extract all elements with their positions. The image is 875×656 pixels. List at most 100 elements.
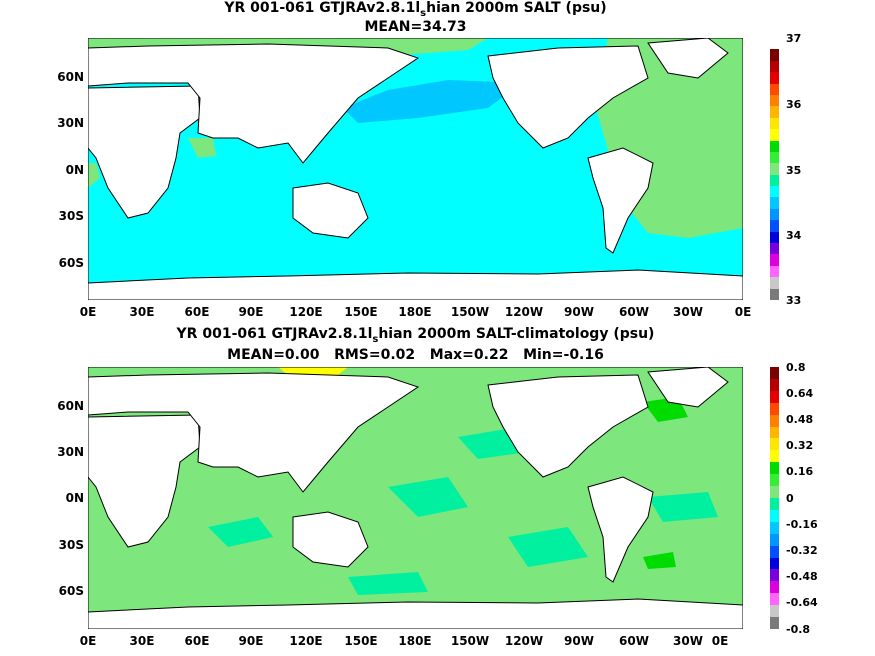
colorbar-swatch bbox=[770, 197, 779, 209]
lon-label: 120W bbox=[504, 305, 544, 319]
lon-label: 120E bbox=[289, 634, 323, 648]
colorbar-swatch bbox=[770, 140, 779, 152]
colorbar-swatch bbox=[770, 593, 779, 606]
colorbar-swatch bbox=[770, 277, 779, 289]
colorbar-swatch bbox=[770, 474, 779, 487]
colorbar-swatch bbox=[770, 163, 779, 175]
panel-1-land-antarctica bbox=[88, 269, 743, 300]
panel-2-anomaly-patch bbox=[648, 492, 718, 522]
lon-label: 90E bbox=[238, 305, 264, 319]
panel-2-cb-label: 0.48 bbox=[786, 413, 814, 426]
lon-label: 180E bbox=[398, 634, 432, 648]
lon-label: 60W bbox=[619, 305, 649, 319]
panel-2-title-pre: YR 001-061 GTJRAv2.8.1l bbox=[176, 326, 373, 342]
lat-label: 60N bbox=[57, 70, 84, 84]
lat-label: 60S bbox=[58, 256, 84, 270]
colorbar-swatch bbox=[770, 402, 779, 415]
panel-1-land-north-america bbox=[487, 45, 649, 149]
panel-2-cb-label: 0 bbox=[786, 492, 794, 505]
panel-1-land-south-america bbox=[587, 147, 654, 254]
panel-2-title-subscript: s bbox=[372, 334, 379, 345]
lat-label: 0N bbox=[65, 163, 84, 177]
colorbar-swatch bbox=[770, 617, 779, 629]
panel-2-title: YR 001-061 GTJRAv2.8.1lshian 2000m SALT-… bbox=[88, 326, 743, 348]
lon-label: 0E bbox=[79, 634, 97, 648]
lon-label: 150E bbox=[344, 634, 378, 648]
panel-2-map bbox=[88, 367, 743, 629]
lon-label: 60E bbox=[184, 634, 210, 648]
lon-label: 0E bbox=[711, 634, 729, 648]
panel-2-land-north-america bbox=[487, 374, 649, 478]
colorbar-swatch bbox=[770, 533, 779, 546]
panel-1-gulf-water bbox=[188, 138, 216, 158]
lat-label: 30S bbox=[58, 538, 84, 552]
colorbar-swatch bbox=[770, 38, 779, 50]
colorbar-swatch bbox=[770, 521, 779, 534]
lon-label: 30E bbox=[129, 634, 155, 648]
colorbar-swatch bbox=[770, 545, 779, 558]
lat-label: 0N bbox=[65, 491, 84, 505]
panel-1-north-pacific-water bbox=[343, 80, 508, 123]
panel-2-cb-label: 0.32 bbox=[786, 439, 814, 452]
colorbar-swatch bbox=[770, 390, 779, 403]
lon-label: 150W bbox=[450, 305, 490, 319]
panel-1-title-pre: YR 001-061 GTJRAv2.8.1l bbox=[224, 0, 421, 16]
lon-label: 0E bbox=[79, 305, 97, 319]
panel-2-land-australia bbox=[292, 511, 369, 568]
colorbar-swatch bbox=[770, 497, 779, 510]
panel-1-map bbox=[88, 38, 743, 300]
colorbar-swatch bbox=[770, 450, 779, 463]
colorbar-swatch bbox=[770, 231, 779, 244]
lon-label: 90W bbox=[564, 634, 594, 648]
colorbar-swatch bbox=[770, 426, 779, 439]
panel-2-cb-label: -0.64 bbox=[786, 596, 818, 609]
lon-label: 60W bbox=[619, 634, 649, 648]
panel-1-land-eurasia bbox=[88, 43, 420, 164]
colorbar-swatch bbox=[770, 72, 779, 84]
panel-1-indian-water bbox=[88, 163, 100, 188]
panel-2-cb-label: 0.16 bbox=[786, 465, 814, 478]
panel-1-colorbar bbox=[770, 38, 779, 300]
panel-1-title: YR 001-061 GTJRAv2.8.1lshian 2000m SALT … bbox=[88, 0, 743, 22]
lon-label: 150E bbox=[344, 305, 378, 319]
panel-2-cb-label: 0.8 bbox=[786, 361, 806, 374]
panel-2-cb-label: -0.48 bbox=[786, 570, 818, 583]
colorbar-swatch bbox=[770, 569, 779, 582]
panel-1-cb-label: 37 bbox=[786, 32, 802, 45]
panel-1-cb-label: 34 bbox=[786, 229, 802, 242]
colorbar-swatch bbox=[770, 378, 779, 391]
colorbar-swatch bbox=[770, 83, 779, 95]
panel-2-anomaly-patch bbox=[348, 572, 428, 595]
lon-label: 0E bbox=[734, 305, 752, 319]
panel-2-anomaly-patch bbox=[508, 527, 588, 567]
colorbar-swatch bbox=[770, 186, 779, 198]
panel-1-cb-label: 33 bbox=[786, 294, 802, 307]
colorbar-swatch bbox=[770, 462, 779, 475]
colorbar-swatch bbox=[770, 49, 779, 61]
colorbar-swatch bbox=[770, 438, 779, 451]
panel-1-title-post: hian 2000m SALT (psu) bbox=[426, 0, 607, 16]
panel-1-cb-label: 35 bbox=[786, 164, 802, 177]
lon-label: 30W bbox=[673, 634, 703, 648]
colorbar-swatch bbox=[770, 367, 779, 379]
panel-2-land-antarctica bbox=[88, 598, 743, 629]
panel-2-land-eurasia bbox=[88, 372, 420, 493]
colorbar-swatch bbox=[770, 254, 779, 266]
colorbar-swatch bbox=[770, 94, 779, 107]
panel-1-land-greenland bbox=[647, 38, 729, 79]
colorbar-swatch bbox=[770, 414, 779, 427]
colorbar-swatch bbox=[770, 129, 779, 141]
colorbar-swatch bbox=[770, 117, 779, 130]
panel-2-cb-label: -0.8 bbox=[786, 623, 811, 636]
colorbar-swatch bbox=[770, 60, 779, 73]
lat-label: 60N bbox=[57, 399, 84, 413]
panel-2-cb-label: -0.16 bbox=[786, 518, 818, 531]
panel-2-cb-label: 0.64 bbox=[786, 387, 814, 400]
lon-label: 30W bbox=[673, 305, 703, 319]
panel-1-title-subscript: s bbox=[420, 8, 427, 19]
lon-label: 30E bbox=[129, 305, 155, 319]
colorbar-swatch bbox=[770, 557, 779, 570]
colorbar-swatch bbox=[770, 265, 779, 278]
colorbar-swatch bbox=[770, 151, 779, 164]
colorbar-swatch bbox=[770, 220, 779, 232]
